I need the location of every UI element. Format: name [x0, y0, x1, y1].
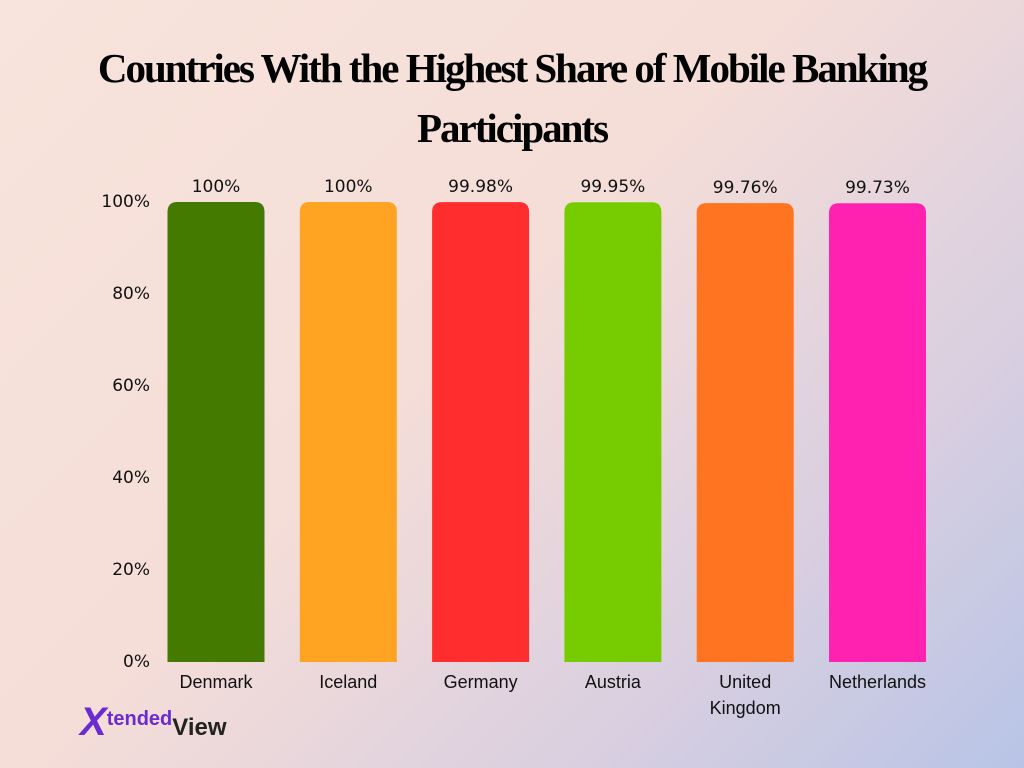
- value-label: 99.95%: [580, 177, 645, 197]
- bar: [696, 203, 794, 662]
- y-tick-label: 0%: [123, 652, 150, 672]
- value-label: 99.73%: [845, 178, 910, 198]
- value-label: 100%: [192, 177, 241, 197]
- x-tick-label: Germany: [443, 672, 518, 692]
- logo-tended: tended: [106, 708, 173, 730]
- x-tick-label: Denmark: [179, 672, 253, 692]
- x-tick-label: Austria: [584, 672, 641, 692]
- logo: XtendedView: [80, 700, 227, 745]
- x-tick-label: Iceland: [319, 672, 378, 692]
- y-tick-label: 100%: [101, 192, 150, 212]
- bar: [299, 202, 397, 662]
- bar: [564, 202, 662, 663]
- bar: [829, 203, 926, 662]
- logo-x: X: [80, 700, 107, 744]
- bar: [167, 202, 265, 662]
- value-label: 99.76%: [713, 178, 778, 198]
- chart-title: Countries With the Highest Share of Mobi…: [97, 45, 928, 151]
- logo-view: View: [172, 714, 227, 741]
- y-tick-label: 20%: [112, 560, 150, 580]
- y-tick-label: 80%: [112, 284, 150, 304]
- bar: [432, 202, 530, 663]
- x-tick-label: Netherlands: [828, 672, 927, 692]
- value-label: 99.98%: [448, 177, 513, 197]
- x-tick-label: United Kingdom: [709, 672, 781, 718]
- y-tick-label: 40%: [112, 468, 150, 488]
- y-tick-label: 60%: [112, 376, 150, 396]
- value-label: 100%: [324, 177, 373, 197]
